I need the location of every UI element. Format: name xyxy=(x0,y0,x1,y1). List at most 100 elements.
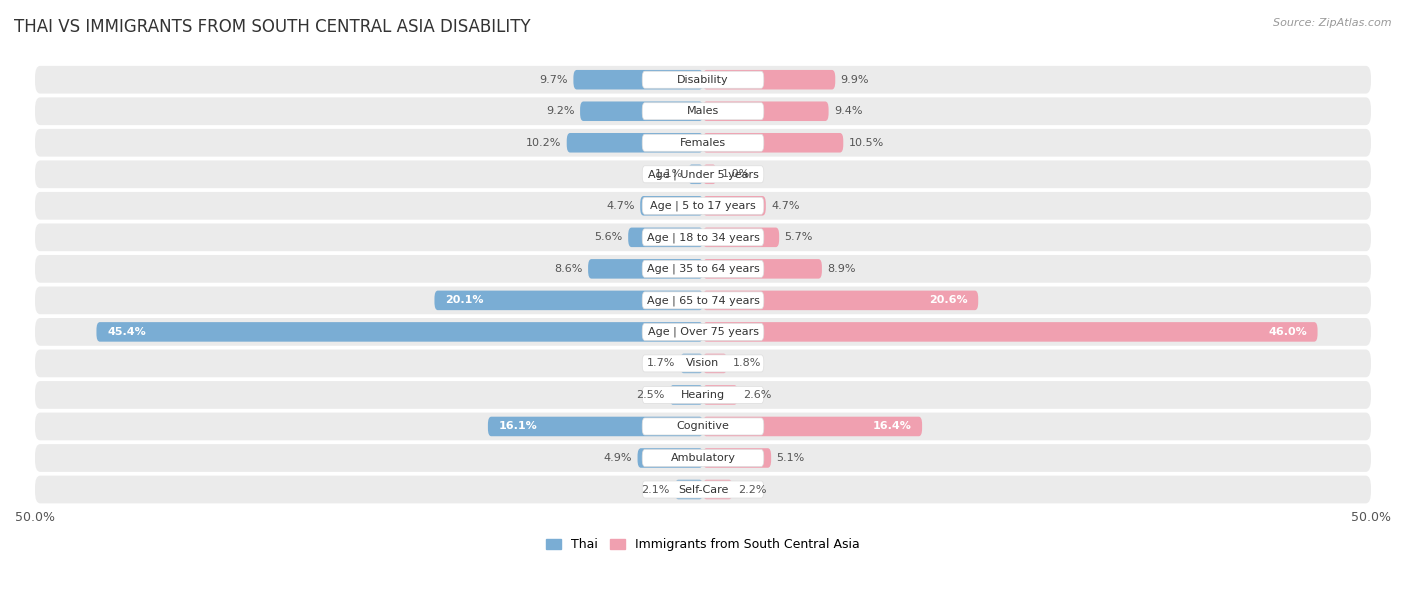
Text: 5.6%: 5.6% xyxy=(595,233,623,242)
FancyBboxPatch shape xyxy=(689,165,703,184)
FancyBboxPatch shape xyxy=(703,291,979,310)
FancyBboxPatch shape xyxy=(643,386,763,403)
FancyBboxPatch shape xyxy=(35,412,1371,440)
Text: 16.4%: 16.4% xyxy=(873,422,911,431)
FancyBboxPatch shape xyxy=(703,165,717,184)
Text: Age | Over 75 years: Age | Over 75 years xyxy=(648,327,758,337)
FancyBboxPatch shape xyxy=(703,448,770,468)
Text: 20.1%: 20.1% xyxy=(446,296,484,305)
FancyBboxPatch shape xyxy=(703,70,835,89)
Legend: Thai, Immigrants from South Central Asia: Thai, Immigrants from South Central Asia xyxy=(541,534,865,556)
FancyBboxPatch shape xyxy=(581,102,703,121)
Text: 16.1%: 16.1% xyxy=(499,422,537,431)
Text: Age | 35 to 64 years: Age | 35 to 64 years xyxy=(647,264,759,274)
Text: Self-Care: Self-Care xyxy=(678,485,728,494)
FancyBboxPatch shape xyxy=(703,196,766,215)
FancyBboxPatch shape xyxy=(628,228,703,247)
Text: Females: Females xyxy=(681,138,725,147)
Text: 10.5%: 10.5% xyxy=(849,138,884,147)
FancyBboxPatch shape xyxy=(434,291,703,310)
Text: 20.6%: 20.6% xyxy=(929,296,967,305)
Text: Ambulatory: Ambulatory xyxy=(671,453,735,463)
FancyBboxPatch shape xyxy=(35,160,1371,188)
Text: 2.6%: 2.6% xyxy=(744,390,772,400)
FancyBboxPatch shape xyxy=(643,166,763,183)
Text: 9.2%: 9.2% xyxy=(547,106,575,116)
Text: 1.7%: 1.7% xyxy=(647,359,675,368)
FancyBboxPatch shape xyxy=(643,418,763,435)
FancyBboxPatch shape xyxy=(488,417,703,436)
FancyBboxPatch shape xyxy=(97,322,703,341)
FancyBboxPatch shape xyxy=(35,192,1371,220)
Text: Hearing: Hearing xyxy=(681,390,725,400)
FancyBboxPatch shape xyxy=(567,133,703,152)
FancyBboxPatch shape xyxy=(681,354,703,373)
FancyBboxPatch shape xyxy=(703,385,738,405)
FancyBboxPatch shape xyxy=(675,480,703,499)
Text: Age | 5 to 17 years: Age | 5 to 17 years xyxy=(650,201,756,211)
Text: 2.1%: 2.1% xyxy=(641,485,669,494)
FancyBboxPatch shape xyxy=(35,223,1371,251)
Text: 8.6%: 8.6% xyxy=(554,264,582,274)
FancyBboxPatch shape xyxy=(703,322,1317,341)
Text: 4.9%: 4.9% xyxy=(603,453,633,463)
Text: Age | Under 5 years: Age | Under 5 years xyxy=(648,169,758,179)
FancyBboxPatch shape xyxy=(35,129,1371,157)
Text: 1.0%: 1.0% xyxy=(721,170,749,179)
FancyBboxPatch shape xyxy=(35,97,1371,125)
FancyBboxPatch shape xyxy=(574,70,703,89)
FancyBboxPatch shape xyxy=(703,417,922,436)
FancyBboxPatch shape xyxy=(35,444,1371,472)
FancyBboxPatch shape xyxy=(35,476,1371,504)
Text: 2.2%: 2.2% xyxy=(738,485,766,494)
FancyBboxPatch shape xyxy=(35,349,1371,377)
FancyBboxPatch shape xyxy=(703,102,828,121)
Text: Cognitive: Cognitive xyxy=(676,422,730,431)
FancyBboxPatch shape xyxy=(703,354,727,373)
Text: 5.7%: 5.7% xyxy=(785,233,813,242)
FancyBboxPatch shape xyxy=(669,385,703,405)
FancyBboxPatch shape xyxy=(35,381,1371,409)
FancyBboxPatch shape xyxy=(35,255,1371,283)
Text: 4.7%: 4.7% xyxy=(770,201,800,211)
FancyBboxPatch shape xyxy=(703,228,779,247)
FancyBboxPatch shape xyxy=(703,259,823,278)
FancyBboxPatch shape xyxy=(643,103,763,120)
FancyBboxPatch shape xyxy=(588,259,703,278)
Text: 1.8%: 1.8% xyxy=(733,359,761,368)
Text: 9.4%: 9.4% xyxy=(834,106,862,116)
Text: 10.2%: 10.2% xyxy=(526,138,561,147)
FancyBboxPatch shape xyxy=(643,229,763,246)
FancyBboxPatch shape xyxy=(35,286,1371,314)
Text: 46.0%: 46.0% xyxy=(1268,327,1306,337)
Text: Vision: Vision xyxy=(686,359,720,368)
FancyBboxPatch shape xyxy=(703,133,844,152)
FancyBboxPatch shape xyxy=(637,448,703,468)
FancyBboxPatch shape xyxy=(643,481,763,498)
Text: Disability: Disability xyxy=(678,75,728,84)
Text: 4.7%: 4.7% xyxy=(606,201,636,211)
FancyBboxPatch shape xyxy=(643,449,763,466)
Text: 9.9%: 9.9% xyxy=(841,75,869,84)
FancyBboxPatch shape xyxy=(643,197,763,214)
FancyBboxPatch shape xyxy=(643,355,763,372)
Text: THAI VS IMMIGRANTS FROM SOUTH CENTRAL ASIA DISABILITY: THAI VS IMMIGRANTS FROM SOUTH CENTRAL AS… xyxy=(14,18,530,36)
Text: 8.9%: 8.9% xyxy=(827,264,856,274)
Text: Source: ZipAtlas.com: Source: ZipAtlas.com xyxy=(1274,18,1392,28)
FancyBboxPatch shape xyxy=(35,318,1371,346)
FancyBboxPatch shape xyxy=(643,260,763,277)
FancyBboxPatch shape xyxy=(643,323,763,340)
FancyBboxPatch shape xyxy=(643,134,763,151)
Text: Age | 65 to 74 years: Age | 65 to 74 years xyxy=(647,295,759,305)
Text: Males: Males xyxy=(688,106,718,116)
Text: 45.4%: 45.4% xyxy=(107,327,146,337)
Text: Age | 18 to 34 years: Age | 18 to 34 years xyxy=(647,232,759,242)
FancyBboxPatch shape xyxy=(35,66,1371,94)
FancyBboxPatch shape xyxy=(640,196,703,215)
FancyBboxPatch shape xyxy=(703,480,733,499)
FancyBboxPatch shape xyxy=(643,292,763,309)
Text: 9.7%: 9.7% xyxy=(540,75,568,84)
Text: 5.1%: 5.1% xyxy=(776,453,804,463)
FancyBboxPatch shape xyxy=(643,71,763,88)
Text: 2.5%: 2.5% xyxy=(636,390,664,400)
